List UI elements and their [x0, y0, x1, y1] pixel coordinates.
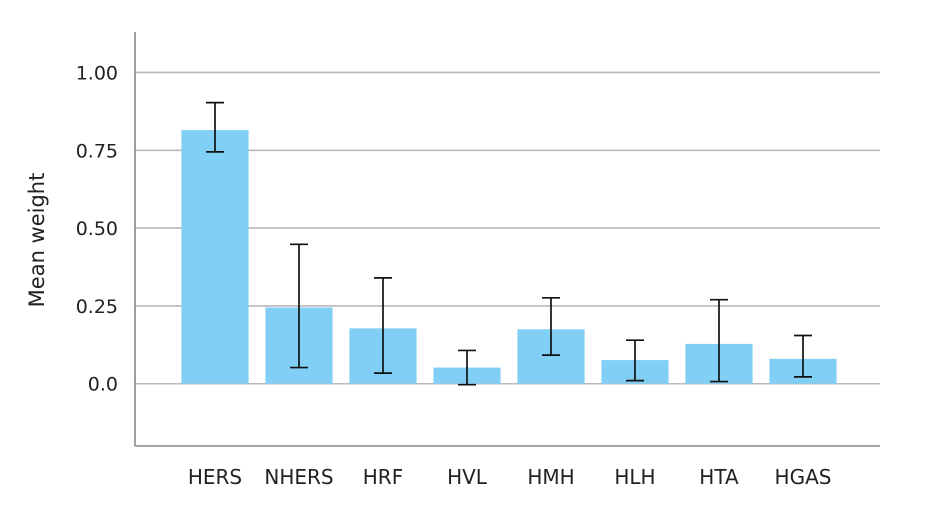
x-tick-label-hgas: HGAS	[775, 465, 832, 489]
error-bar-hrf	[374, 277, 392, 375]
y-tick-label: 1.00	[76, 62, 118, 84]
bar-hers	[181, 130, 249, 384]
y-tick-label: 0.0	[88, 374, 118, 396]
gridlines	[135, 71, 880, 385]
bars	[181, 130, 837, 384]
y-tick-labels: 0.0 0.25 0.50 0.75 1.00	[76, 62, 118, 395]
error-bar-hgas	[794, 334, 812, 378]
x-tick-label-hlh: HLH	[614, 465, 655, 489]
y-tick-label: 0.50	[76, 218, 118, 240]
error-bar-hvl	[458, 349, 476, 386]
axes	[134, 32, 880, 447]
x-category-labels: HERS NHERS HRF HVL HMH HLH HTA HGAS	[188, 465, 832, 489]
x-tick-label-hers: HERS	[188, 465, 242, 489]
x-tick-label-nhers: NHERS	[264, 465, 333, 489]
error-bars	[206, 101, 812, 386]
y-axis-title: Mean weight	[25, 173, 49, 308]
error-bar-hta	[710, 298, 728, 383]
y-tick-label: 0.75	[76, 140, 118, 162]
error-bar-hers	[206, 101, 224, 153]
error-bar-hlh	[626, 339, 644, 382]
x-tick-label-hta: HTA	[699, 465, 739, 489]
y-tick-label: 0.25	[76, 296, 118, 318]
x-tick-label-hrf: HRF	[363, 465, 403, 489]
x-tick-label-hmh: HMH	[527, 465, 574, 489]
x-tick-label-hvl: HVL	[447, 465, 488, 489]
error-bar-nhers	[290, 243, 308, 369]
error-bar-hmh	[542, 296, 560, 356]
